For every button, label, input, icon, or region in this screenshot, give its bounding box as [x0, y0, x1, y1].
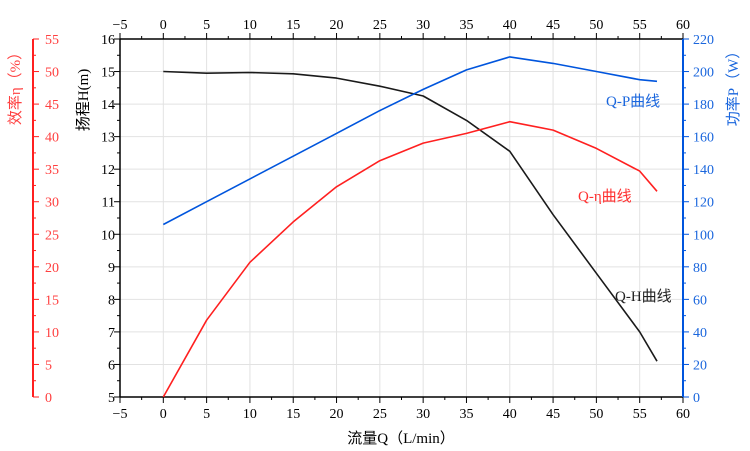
eta-tick-label: 55 — [45, 33, 59, 48]
x-top-tick-label: 35 — [459, 18, 473, 33]
series-line-H — [163, 70, 658, 362]
series-label-qp: Q-P曲线 — [606, 93, 660, 110]
x-top-tick-label: 5 — [203, 18, 210, 33]
p-tick-label: 100 — [693, 228, 714, 243]
p-tick-label: 20 — [693, 358, 707, 373]
x-tick-label: 60 — [676, 407, 690, 422]
x-tick-label: 10 — [243, 407, 257, 422]
h-tick-label: 11 — [102, 196, 115, 211]
eta-tick-label: 5 — [45, 358, 52, 373]
x-tick-label: −5 — [113, 407, 128, 422]
h-tick-label: 9 — [108, 261, 115, 276]
eta-tick-label: 0 — [45, 391, 52, 406]
labels: 流量Q（L/min） 扬程H(m) 效率η（%） 功率P（W） Q-P曲线 Q-… — [7, 44, 742, 447]
p-tick-label: 140 — [693, 163, 714, 178]
x-top-tick-label: 25 — [373, 18, 387, 33]
eta-tick-label: 30 — [45, 196, 59, 211]
x-top-tick-label: −5 — [113, 18, 128, 33]
x-top-tick-label: 15 — [286, 18, 300, 33]
eta-tick-label: 35 — [45, 163, 59, 178]
x-tick-label: 45 — [546, 407, 560, 422]
p-tick-label: 220 — [693, 33, 714, 48]
eta-tick-label: 50 — [45, 66, 59, 81]
h-tick-label: 8 — [108, 293, 115, 308]
p-tick-label: 160 — [693, 131, 714, 146]
p-tick-label: 80 — [693, 261, 707, 276]
x-top-tick-label: 10 — [243, 18, 257, 33]
h-tick-label: 14 — [101, 98, 115, 113]
series-label-qeta: Q-η曲线 — [578, 188, 632, 205]
eta-tick-label: 20 — [45, 261, 59, 276]
axes: −5−5005510101515202025253030353540404545… — [32, 18, 714, 422]
x-top-tick-label: 40 — [503, 18, 517, 33]
x-top-tick-label: 0 — [160, 18, 167, 33]
series-line-P — [162, 56, 658, 226]
h-tick-label: 7 — [108, 326, 115, 341]
eta-axis-label: 效率η（%） — [7, 45, 24, 125]
series-line-eta — [162, 120, 658, 398]
h-tick-label: 16 — [101, 33, 115, 48]
x-top-tick-label: 60 — [676, 18, 690, 33]
p-tick-label: 120 — [693, 196, 714, 211]
x-axis-label: 流量Q（L/min） — [347, 430, 455, 447]
x-tick-label: 50 — [589, 407, 603, 422]
x-top-tick-label: 30 — [416, 18, 430, 33]
h-axis-label: 扬程H(m) — [75, 69, 92, 132]
x-top-tick-label: 45 — [546, 18, 560, 33]
x-tick-label: 0 — [160, 407, 167, 422]
x-top-tick-label: 20 — [330, 18, 344, 33]
x-tick-label: 20 — [330, 407, 344, 422]
h-tick-label: 6 — [108, 358, 115, 373]
x-tick-label: 15 — [286, 407, 300, 422]
eta-tick-label: 45 — [45, 98, 59, 113]
p-tick-label: 0 — [693, 391, 700, 406]
h-tick-label: 12 — [101, 163, 115, 178]
h-tick-label: 10 — [101, 228, 115, 243]
x-tick-label: 35 — [459, 407, 473, 422]
x-top-tick-label: 55 — [633, 18, 647, 33]
eta-tick-label: 40 — [45, 131, 59, 146]
x-tick-label: 55 — [633, 407, 647, 422]
p-tick-label: 40 — [693, 326, 707, 341]
eta-tick-label: 25 — [45, 228, 59, 243]
eta-tick-label: 15 — [45, 293, 59, 308]
eta-tick-label: 10 — [45, 326, 59, 341]
x-tick-label: 5 — [203, 407, 210, 422]
p-axis-label: 功率P（W） — [725, 44, 742, 127]
h-tick-label: 5 — [108, 391, 115, 406]
p-tick-label: 60 — [693, 293, 707, 308]
x-tick-label: 30 — [416, 407, 430, 422]
series-lines — [162, 56, 658, 398]
p-tick-label: 180 — [693, 98, 714, 113]
series-label-qh: Q-H曲线 — [615, 288, 672, 305]
x-tick-label: 25 — [373, 407, 387, 422]
grid — [120, 39, 683, 397]
x-tick-label: 40 — [503, 407, 517, 422]
x-top-tick-label: 50 — [589, 18, 603, 33]
p-tick-label: 200 — [693, 66, 714, 81]
h-tick-label: 15 — [101, 66, 115, 81]
h-tick-label: 13 — [101, 131, 115, 146]
